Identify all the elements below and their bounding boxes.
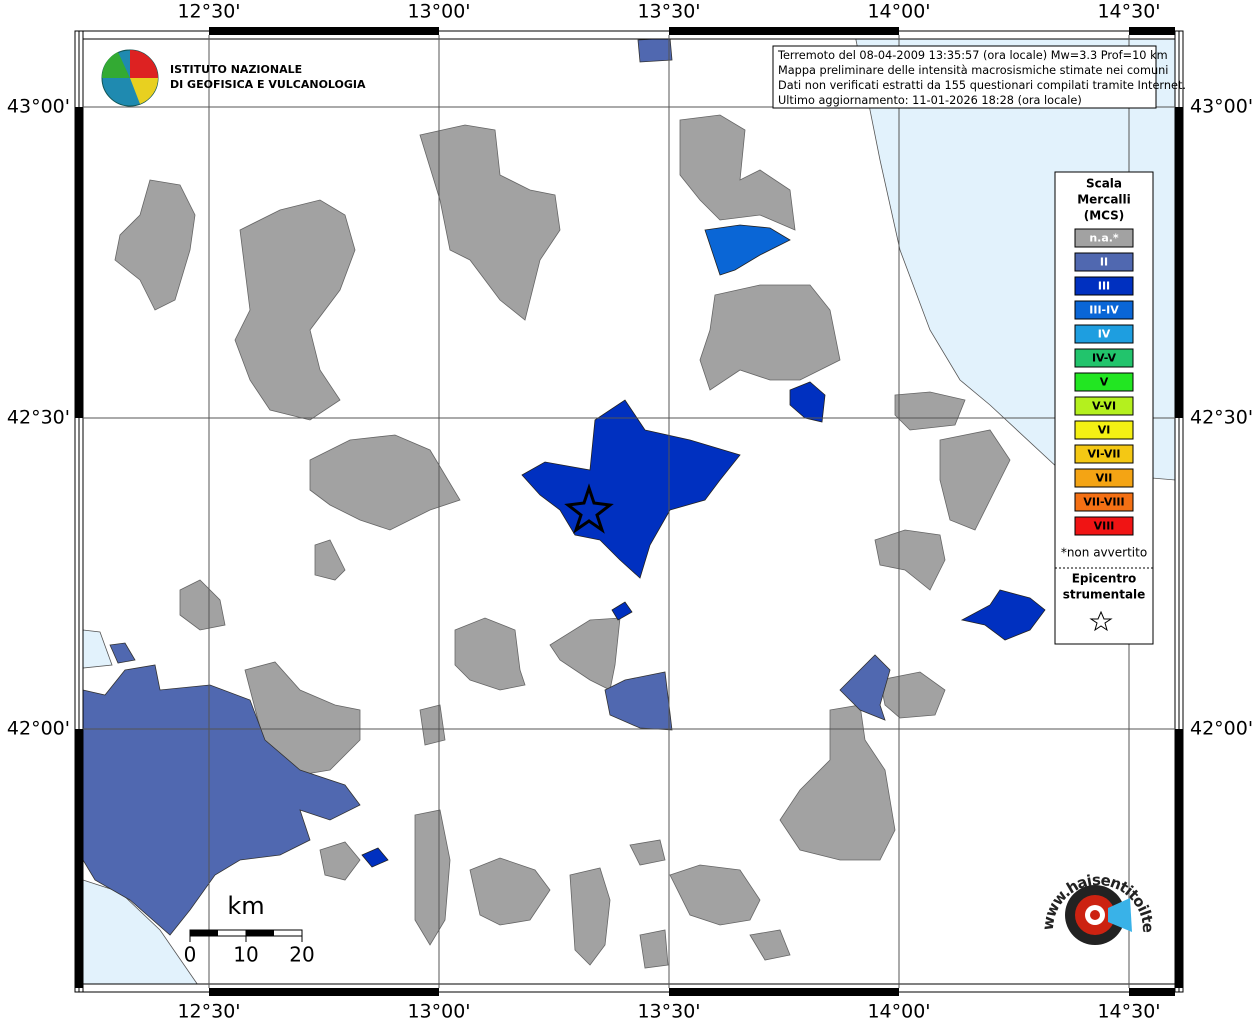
legend-title: (MCS)	[1084, 209, 1125, 223]
legend-swatch	[1074, 396, 1134, 416]
lat-label: 42°00'	[7, 718, 70, 740]
legend-title: Scala	[1086, 177, 1122, 191]
legend-label: VII-VIII	[1083, 496, 1124, 509]
epicentre-star	[564, 483, 614, 534]
legend-label: VIII	[1094, 520, 1115, 533]
scale-label: 10	[233, 943, 258, 967]
scale-label: 20	[289, 943, 314, 967]
legend-star	[1089, 610, 1113, 632]
lon-label: 13°30'	[637, 1, 700, 23]
legend-swatch	[1074, 444, 1134, 464]
info-line: Ultimo aggiornamento: 11-01-2026 18:28 (…	[778, 94, 1082, 107]
info-line: Terremoto del 08-04-2009 13:35:57 (ora l…	[777, 49, 1168, 62]
info-box	[772, 45, 1157, 109]
lat-label: 43°00'	[7, 96, 70, 118]
areas-intensity	[82, 37, 1046, 936]
scale-segment	[246, 930, 274, 936]
legend-label: VI-VII	[1087, 448, 1120, 461]
legend-swatch	[1074, 324, 1134, 344]
legend-label: III	[1098, 280, 1110, 293]
legend-swatch	[1074, 300, 1134, 320]
lon-label: 12°30'	[177, 1001, 240, 1023]
info-text: Terremoto del 08-04-2009 13:35:57 (ora l…	[777, 49, 1186, 107]
legend-swatch	[1074, 372, 1134, 392]
lon-label: 14°30'	[1097, 1001, 1160, 1023]
legend-label: II	[1100, 256, 1108, 269]
legend-swatch	[1074, 252, 1134, 272]
legend: ScalaMercalli(MCS)n.a.*IIIIIIII-IVIVIV-V…	[1055, 177, 1153, 632]
info-line: Dati non verificati estratti da 155 ques…	[778, 79, 1186, 92]
ingv-logo: ISTITUTO NAZIONALE DI GEOFISICA E VULCAN…	[101, 49, 366, 107]
lat-label: 42°30'	[7, 407, 70, 429]
legend-label: n.a.*	[1089, 232, 1119, 245]
legend-swatch	[1074, 492, 1134, 512]
legend-swatch	[1074, 276, 1134, 296]
logo-line: DI GEOFISICA E VULCANOLOGIA	[170, 78, 366, 91]
logo-line: ISTITUTO NAZIONALE	[170, 63, 302, 76]
scale-segment	[190, 930, 218, 936]
lon-label: 14°00'	[867, 1001, 930, 1023]
scale-label: 0	[184, 943, 197, 967]
legend-label: III-IV	[1089, 304, 1119, 317]
legend-label: VII	[1096, 472, 1113, 485]
legend-label: V-VI	[1092, 400, 1116, 413]
lon-label: 14°00'	[867, 1, 930, 23]
legend-swatch	[1074, 468, 1134, 488]
lon-label: 13°00'	[407, 1001, 470, 1023]
legend-epicentre: Epicentro	[1072, 572, 1137, 586]
legend-swatch	[1074, 228, 1134, 248]
scale-unit: km	[227, 892, 264, 920]
legend-swatch	[1074, 348, 1134, 368]
frame	[78, 30, 1180, 993]
legend-label: VI	[1098, 424, 1111, 437]
info-line: Mappa preliminare delle intensità macros…	[778, 64, 1168, 77]
legend-epicentre: strumentale	[1063, 588, 1146, 602]
legend-swatch	[1074, 420, 1134, 440]
legend-note: *non avvertito	[1061, 546, 1147, 560]
legend-label: V	[1100, 376, 1109, 389]
legend-label: IV-V	[1092, 352, 1117, 365]
lat-label: 42°30'	[1190, 407, 1253, 429]
scale-bar: km 0 10 20	[184, 892, 315, 967]
legend-swatch	[1074, 516, 1134, 536]
lon-label: 14°30'	[1097, 1, 1160, 23]
lon-label: 12°30'	[177, 1, 240, 23]
legend-label: IV	[1098, 328, 1111, 341]
legend-title: Mercalli	[1077, 193, 1131, 207]
lon-label: 13°30'	[637, 1001, 700, 1023]
areas-na	[114, 114, 1011, 969]
lon-label: 13°00'	[407, 1, 470, 23]
lat-label: 43°00'	[1190, 96, 1253, 118]
lat-label: 42°00'	[1190, 718, 1253, 740]
